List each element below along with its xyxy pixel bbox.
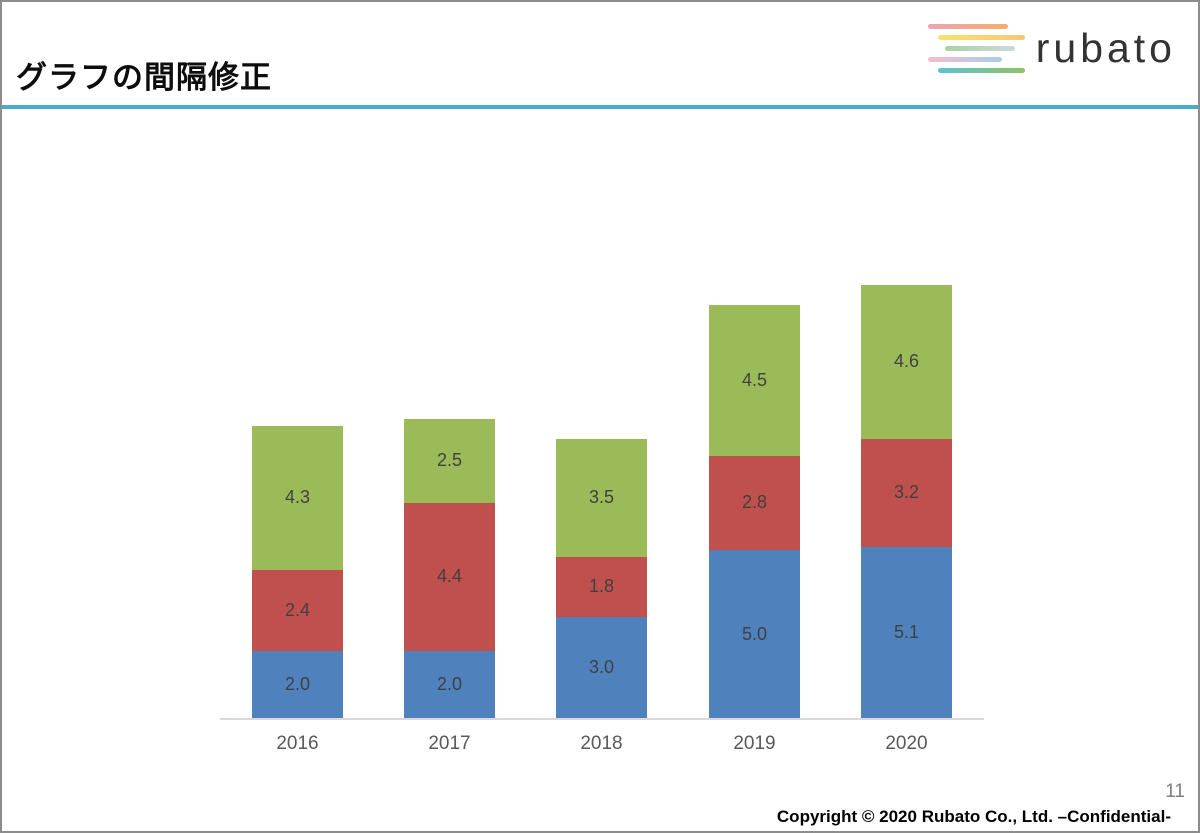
- data-label: 2.0: [284, 673, 311, 694]
- logo-wordmark: rubato: [1035, 25, 1176, 71]
- stacked-bar-chart: 2.0 2.4 4.3 2016 2.0 4.4 2.5 2017 3.0 1.8 3.5 2018 5…: [220, 272, 984, 754]
- bar-segment-2020-red: 3.2: [861, 439, 952, 547]
- bar-segment-2019-red: 2.8: [709, 455, 800, 550]
- x-axis-line: [220, 718, 984, 720]
- bar-segment-2017-red: 4.4: [404, 502, 495, 651]
- bar-segment-2016-blue: 2.0: [252, 650, 343, 718]
- data-label: 4.3: [284, 487, 311, 508]
- bar-segment-2016-red: 2.4: [252, 570, 343, 651]
- logo-line-pink-orange: [927, 24, 1008, 29]
- title-underline: [2, 105, 1198, 109]
- data-label: 3.2: [893, 482, 920, 503]
- logo-line-pink-blue: [927, 57, 1002, 62]
- page-title: グラフの間隔修正: [16, 60, 272, 95]
- bar-segment-2019-blue: 5.0: [709, 550, 800, 718]
- data-label: 2.4: [284, 600, 311, 620]
- logo-line-green-gray: [944, 46, 1015, 51]
- data-label: 5.1: [893, 621, 920, 642]
- bar-segment-2018-blue: 3.0: [556, 617, 647, 718]
- x-tick-label-2019: 2019: [733, 733, 776, 754]
- bar-segment-2017-green: 2.5: [404, 418, 495, 503]
- rubato-logo: rubato: [927, 24, 1176, 73]
- logo-lines-icon: [927, 24, 1026, 73]
- data-label: 2.5: [436, 450, 463, 471]
- data-label: 2.8: [741, 492, 768, 513]
- bar-segment-2016-green: 4.3: [252, 425, 343, 571]
- copyright-text: Copyright © 2020 Rubato Co., Ltd. –Confi…: [776, 807, 1171, 826]
- bar-segment-2020-green: 4.6: [861, 284, 952, 440]
- bar-column-2019: 5.0 2.8 4.5: [709, 304, 800, 718]
- bar-column-2017: 2.0 4.4 2.5: [404, 418, 495, 718]
- logo-line-teal-green: [937, 68, 1025, 73]
- x-tick-label-2017: 2017: [428, 733, 471, 754]
- bar-column-2020: 5.1 3.2 4.6: [861, 284, 952, 718]
- page-number: 11: [1165, 781, 1185, 802]
- data-label: 5.0: [741, 623, 768, 644]
- bar-segment-2017-blue: 2.0: [404, 650, 495, 718]
- bar-segment-2018-green: 3.5: [556, 439, 647, 557]
- data-label: 3.0: [588, 657, 615, 678]
- data-label: 1.8: [588, 576, 615, 597]
- x-tick-label-2018: 2018: [580, 733, 623, 754]
- bar-column-2016: 2.0 2.4 4.3: [252, 425, 343, 718]
- data-label: 4.6: [893, 351, 920, 372]
- data-label: 2.0: [436, 673, 463, 694]
- bar-column-2018: 3.0 1.8 3.5: [556, 439, 647, 718]
- data-label: 3.5: [588, 487, 615, 508]
- data-label: 4.5: [741, 369, 768, 390]
- x-tick-label-2016: 2016: [276, 733, 319, 754]
- logo-line-yellow: [937, 35, 1025, 40]
- bar-segment-2019-green: 4.5: [709, 304, 800, 456]
- x-tick-label-2020: 2020: [885, 733, 928, 754]
- data-label: 4.4: [436, 566, 463, 587]
- bar-segment-2020-blue: 5.1: [861, 546, 952, 718]
- bar-segment-2018-red: 1.8: [556, 556, 647, 618]
